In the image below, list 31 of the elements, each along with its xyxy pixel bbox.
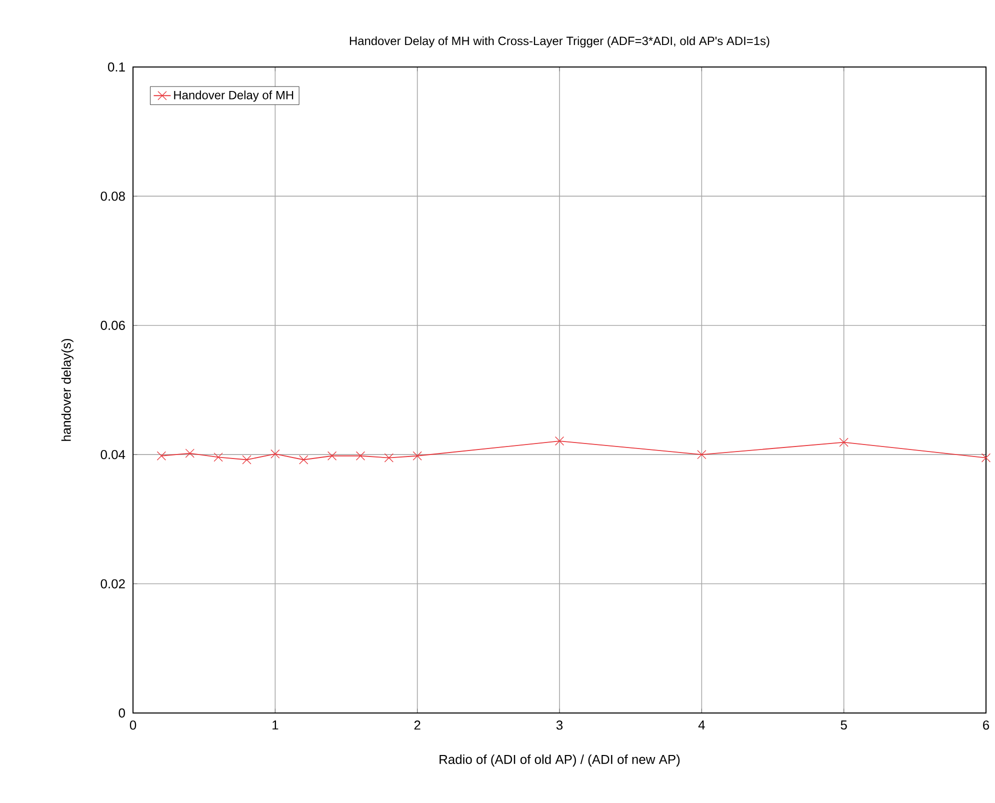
y-tick-label: 0.08 — [100, 192, 125, 201]
x-axis-title: Radio of (ADI of old AP) / (ADI of new AP) — [440, 754, 680, 767]
x-tick-label: 0 — [130, 720, 136, 730]
point — [356, 451, 366, 460]
point — [156, 451, 166, 460]
legend-label: Handover Delay of MH — [174, 90, 294, 102]
point — [214, 452, 223, 462]
point — [839, 438, 848, 447]
x-tick-label: 6 — [983, 720, 990, 730]
point — [981, 453, 991, 462]
x-tick-label: 4 — [698, 720, 705, 730]
x-tick-label: 1 — [272, 720, 278, 730]
y-axis-title: handover delay(s) — [61, 338, 74, 441]
point — [412, 451, 422, 460]
point — [327, 451, 337, 460]
y-tick-label: 0.04 — [100, 450, 126, 460]
point — [185, 448, 194, 458]
point — [554, 436, 564, 446]
point — [242, 455, 252, 464]
y-tick-label: 0.02 — [100, 579, 125, 588]
chart-title: Handover Delay of MH with Cross-Layer Trigger (ADF=3*ADI, old AP's ADI=1s) — [350, 36, 770, 48]
point — [384, 453, 394, 462]
x-tick-label: 2 — [414, 720, 420, 730]
x-tick-label: 3 — [556, 720, 563, 730]
x-tick-label: 5 — [840, 720, 847, 730]
y-tick-label: 0.1 — [108, 62, 125, 72]
y-tick-label: 0.06 — [100, 320, 125, 330]
y-tick-label: 0 — [118, 708, 125, 718]
point — [299, 455, 308, 464]
point — [270, 449, 280, 459]
point — [697, 450, 706, 460]
